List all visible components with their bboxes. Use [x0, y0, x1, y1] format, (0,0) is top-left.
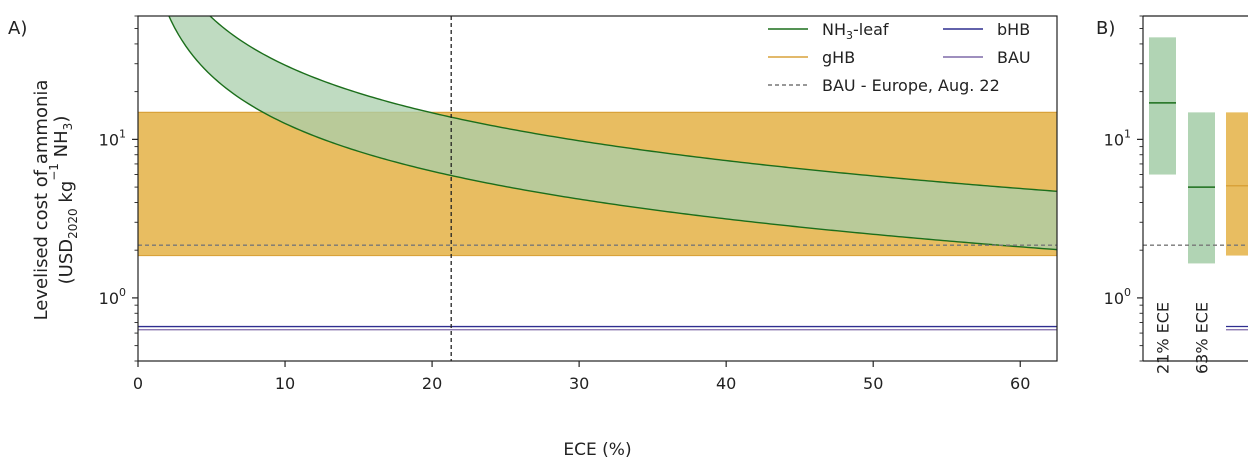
legend-label: NH3-leaf: [822, 20, 889, 42]
nh3-leaf-upper-line: [209, 16, 1057, 192]
panel-a-plot: 0 10 20 30 40 50 60 ECE (%) 100 101: [99, 15, 1058, 458]
panel-b-plot: 21% ECE 63% ECE 100 101: [1104, 15, 1248, 374]
legend-entry: NH3-leaf: [768, 20, 889, 42]
legend-entry: BAU - Europe, Aug. 22: [768, 76, 1000, 95]
legend-label: bHB: [997, 20, 1030, 39]
nh3-leaf-band: [168, 16, 1057, 250]
nh3-leaf-lower-line: [168, 16, 1057, 251]
panel-b-series: [1143, 37, 1248, 331]
legend-label: BAU - Europe, Aug. 22: [822, 76, 1000, 95]
range-bar: [1226, 112, 1248, 256]
range-bar: [1149, 37, 1176, 175]
category-label: 21% ECE: [1154, 302, 1173, 374]
legend-entry: gHB: [768, 48, 855, 67]
panel-a-series: [138, 16, 1057, 361]
legend-entry: BAU: [943, 48, 1031, 67]
panel-a-frame: [137, 15, 1058, 362]
legend-entry: bHB: [943, 20, 1030, 39]
panel-b-label: B): [1096, 18, 1115, 39]
x-tick-label: 20: [422, 374, 442, 393]
x-tick-label: 30: [569, 374, 589, 393]
legend-label: gHB: [822, 48, 855, 67]
range-bar: [1188, 112, 1215, 264]
y-tick-label: 101: [99, 127, 126, 149]
legend: NH3-leaf bHB gHB BAU BAU - Europe, Aug. 22: [768, 20, 1031, 95]
x-axis-label: ECE (%): [563, 440, 631, 458]
x-tick-label: 10: [275, 374, 295, 393]
category-label: 63% ECE: [1193, 302, 1212, 374]
x-tick-label: 0: [133, 374, 143, 393]
y-axis-label: Levelised cost of ammonia (USD2020 kg−1 …: [31, 80, 80, 321]
y-axis-label-line2: (USD2020 kg−1 NH3): [47, 116, 80, 285]
x-tick-label: 40: [716, 374, 736, 393]
x-tick-label: 50: [863, 374, 883, 393]
legend-label: BAU: [997, 48, 1031, 67]
y-tick-label: 100: [99, 286, 126, 308]
y-axis-label-line1: Levelised cost of ammonia: [31, 80, 52, 321]
x-tick-label: 60: [1010, 374, 1030, 393]
panel-a-label: A): [8, 18, 27, 39]
y-tick-label: 101: [1104, 127, 1131, 149]
y-tick-label: 100: [1104, 286, 1131, 308]
